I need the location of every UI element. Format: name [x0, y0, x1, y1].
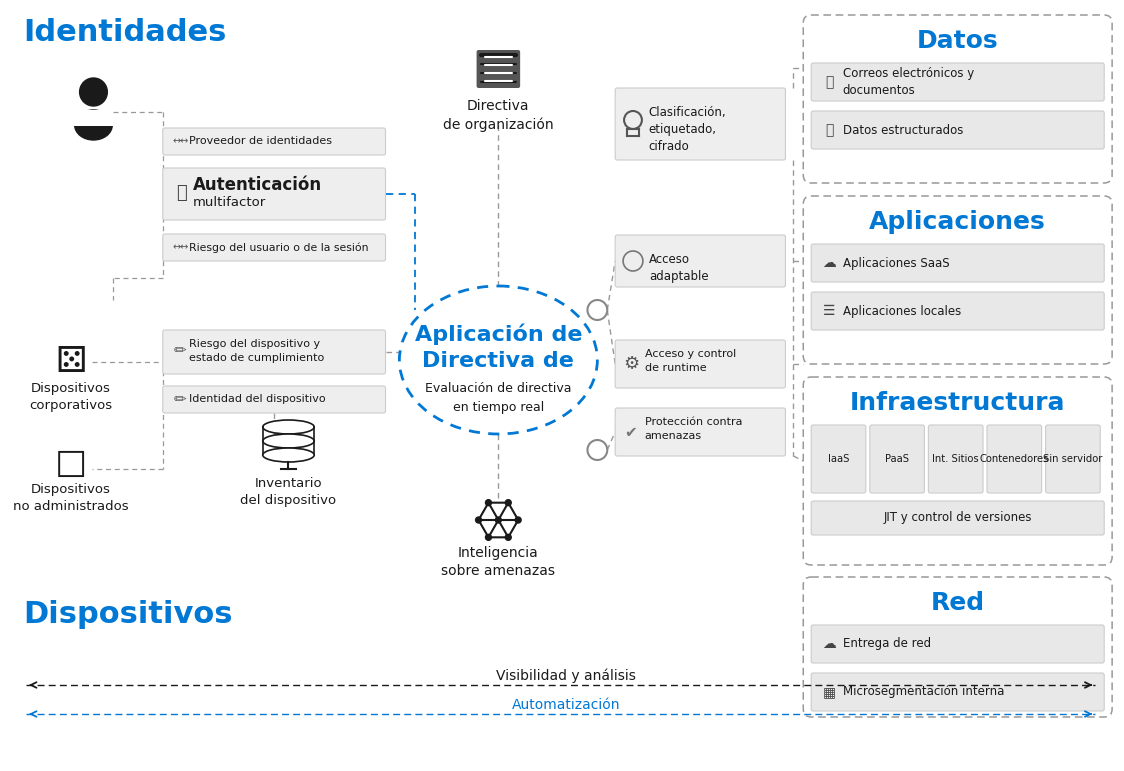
Text: Acceso
adaptable: Acceso adaptable: [649, 253, 708, 283]
Text: ↔↔: ↔↔: [173, 136, 189, 146]
FancyBboxPatch shape: [163, 330, 386, 374]
Ellipse shape: [263, 420, 315, 434]
FancyBboxPatch shape: [928, 425, 984, 493]
Circle shape: [588, 300, 607, 320]
Text: Correos electrónicos y
documentos: Correos electrónicos y documentos: [843, 68, 975, 96]
Text: Aplicaciones SaaS: Aplicaciones SaaS: [843, 257, 950, 270]
FancyBboxPatch shape: [812, 625, 1104, 663]
FancyBboxPatch shape: [812, 244, 1104, 282]
FancyBboxPatch shape: [812, 673, 1104, 711]
Text: Inteligencia
sobre amenazas: Inteligencia sobre amenazas: [442, 546, 555, 578]
Text: Int. Sitios: Int. Sitios: [933, 454, 979, 464]
FancyBboxPatch shape: [615, 408, 786, 456]
FancyBboxPatch shape: [615, 88, 786, 160]
Text: amenazas: amenazas: [645, 431, 702, 441]
FancyBboxPatch shape: [812, 501, 1104, 535]
Text: Dispositivos
corporativos: Dispositivos corporativos: [29, 382, 112, 412]
Text: multifactor: multifactor: [192, 197, 265, 210]
Text: Visibilidad y análisis: Visibilidad y análisis: [496, 668, 635, 683]
Text: Proveedor de identidades: Proveedor de identidades: [189, 136, 332, 146]
FancyBboxPatch shape: [615, 235, 786, 287]
Text: ☐: ☐: [55, 450, 87, 484]
FancyBboxPatch shape: [477, 50, 520, 88]
Text: ✏: ✏: [174, 344, 187, 359]
Text: PaaS: PaaS: [885, 454, 909, 464]
Circle shape: [506, 534, 511, 540]
FancyBboxPatch shape: [812, 292, 1104, 330]
Text: Riesgo del dispositivo y: Riesgo del dispositivo y: [189, 339, 319, 349]
Circle shape: [515, 517, 522, 523]
FancyBboxPatch shape: [163, 128, 386, 155]
Text: ▦: ▦: [823, 685, 835, 699]
Text: Aplicación de: Aplicación de: [415, 323, 582, 345]
Text: ☁: ☁: [822, 256, 836, 270]
Circle shape: [496, 517, 501, 523]
Text: Microsegmentación interna: Microsegmentación interna: [843, 685, 1004, 699]
Text: Identidades: Identidades: [24, 18, 227, 47]
FancyBboxPatch shape: [812, 111, 1104, 149]
Text: Evaluación de directiva
en tiempo real: Evaluación de directiva en tiempo real: [425, 382, 572, 413]
Text: Datos estructurados: Datos estructurados: [843, 123, 963, 136]
Circle shape: [486, 500, 491, 506]
Text: Clasificación,
etiquetado,
cifrado: Clasificación, etiquetado, cifrado: [649, 106, 726, 153]
FancyBboxPatch shape: [615, 340, 786, 388]
FancyBboxPatch shape: [163, 386, 386, 413]
Text: ☰: ☰: [823, 304, 835, 318]
Text: ⚙: ⚙: [623, 355, 640, 373]
FancyBboxPatch shape: [812, 425, 865, 493]
Text: Dispositivos: Dispositivos: [24, 600, 233, 629]
Text: Inventario
del dispositivo: Inventario del dispositivo: [241, 477, 336, 507]
Text: estado de cumplimiento: estado de cumplimiento: [189, 353, 324, 363]
Text: Directiva
de organización: Directiva de organización: [443, 99, 554, 132]
Text: 📄: 📄: [825, 75, 833, 89]
Circle shape: [80, 78, 107, 106]
Circle shape: [588, 440, 607, 460]
Text: ✔: ✔: [625, 425, 637, 439]
Text: 🗄: 🗄: [825, 123, 833, 137]
Text: ↔↔: ↔↔: [173, 243, 189, 252]
Ellipse shape: [263, 434, 315, 448]
Text: ☁: ☁: [822, 637, 836, 651]
Text: Automatización: Automatización: [511, 698, 620, 712]
Text: de runtime: de runtime: [645, 363, 707, 373]
FancyBboxPatch shape: [74, 110, 114, 126]
Text: Identidad del dispositivo: Identidad del dispositivo: [189, 395, 325, 405]
Text: Entrega de red: Entrega de red: [843, 638, 931, 651]
FancyBboxPatch shape: [870, 425, 924, 493]
Text: IaaS: IaaS: [827, 454, 850, 464]
Text: Protección contra: Protección contra: [645, 417, 742, 427]
Ellipse shape: [74, 110, 112, 140]
Text: Datos: Datos: [917, 29, 998, 53]
Text: Acceso y control: Acceso y control: [645, 349, 736, 359]
Text: Red: Red: [931, 591, 985, 615]
Text: JIT y control de versiones: JIT y control de versiones: [883, 511, 1032, 524]
Circle shape: [475, 517, 481, 523]
Circle shape: [506, 500, 511, 506]
Text: Aplicaciones: Aplicaciones: [869, 210, 1046, 234]
Text: Dispositivos
no administrados: Dispositivos no administrados: [12, 483, 128, 513]
FancyBboxPatch shape: [987, 425, 1042, 493]
Ellipse shape: [263, 448, 315, 462]
FancyBboxPatch shape: [163, 234, 386, 261]
Text: Directiva de: Directiva de: [423, 351, 574, 371]
Text: ⌗: ⌗: [175, 184, 187, 202]
FancyBboxPatch shape: [1045, 425, 1100, 493]
Ellipse shape: [399, 286, 597, 434]
Text: Sin servidor: Sin servidor: [1043, 454, 1103, 464]
FancyBboxPatch shape: [812, 63, 1104, 101]
Text: Aplicaciones locales: Aplicaciones locales: [843, 305, 961, 318]
Text: Contenedores: Contenedores: [980, 454, 1049, 464]
FancyBboxPatch shape: [163, 168, 386, 220]
Text: Autenticación: Autenticación: [192, 176, 321, 194]
Text: ⚄: ⚄: [55, 345, 87, 379]
Text: Riesgo del usuario o de la sesión: Riesgo del usuario o de la sesión: [189, 242, 368, 253]
Circle shape: [486, 534, 491, 540]
Text: Infraestructura: Infraestructura: [850, 391, 1066, 415]
Text: ✏: ✏: [174, 392, 187, 407]
